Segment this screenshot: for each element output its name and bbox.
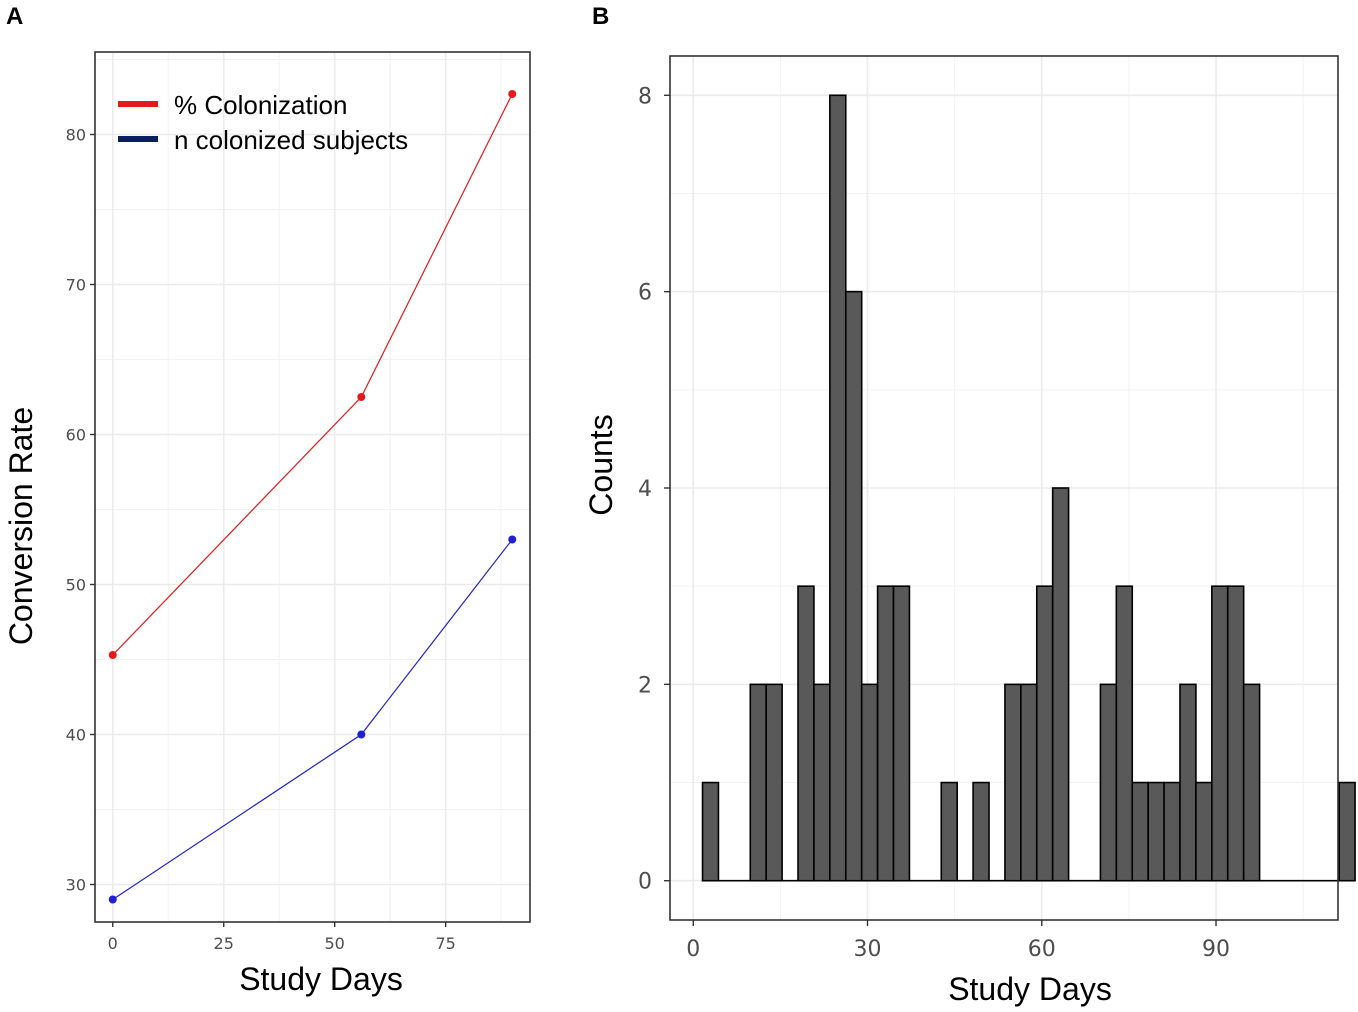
panel-b-bar: [1211, 585, 1229, 882]
panel-b-bar: [1338, 781, 1356, 882]
panel-b-bars: [701, 94, 1356, 882]
panel-a-legend-label: % Colonization: [174, 90, 347, 120]
panel-a-legend-label: n colonized subjects: [174, 125, 408, 155]
panel-b-bar: [1099, 683, 1118, 882]
panel-b-y-tick-label: 6: [638, 281, 652, 306]
panel-b-bar: [1035, 585, 1054, 882]
panel-a-x-tick-label: 75: [435, 934, 455, 953]
panel-a-y-tick-label: 60: [66, 426, 86, 445]
panel-a-data-point: [108, 895, 117, 904]
panel-b-x-tick-label: 0: [686, 937, 700, 962]
panel-b-bar: [1226, 585, 1245, 882]
panel-b-bar: [1020, 683, 1038, 882]
panel-b-y-tick-label: 0: [638, 870, 652, 895]
panel-a-data-point: [508, 90, 517, 98]
panel-b-y-tick-label: 8: [638, 84, 652, 109]
panel-b-bar: [876, 585, 895, 882]
panel-b-histogram: 0 30 60 90 0 2 4 6 8 Study Days Counts: [583, 55, 1356, 1007]
panel-b-y-tick-label: 4: [638, 477, 652, 502]
panel-b-bar: [1051, 487, 1070, 882]
panel-b-letter: B: [592, 3, 609, 30]
panel-a-data-point: [508, 535, 517, 544]
panel-b-bar: [860, 683, 879, 882]
panel-b-bar: [1004, 683, 1022, 882]
panel-b-bar: [765, 683, 783, 882]
panel-a-data-point: [108, 651, 117, 659]
panel-a-series-line-1: [112, 93, 513, 656]
panel-a-series: [108, 90, 517, 904]
panel-a-line-chart: % Colonization n colonized subjects 0 25 50…: [3, 51, 531, 997]
panel-b-bar: [1163, 781, 1181, 882]
panel-b-bar: [813, 683, 831, 882]
panel-b-bar: [892, 585, 911, 882]
panel-a-x-tick-label: 25: [214, 934, 234, 953]
panel-b-bar: [1147, 781, 1165, 882]
panel-a-x-tick-label: 0: [108, 934, 118, 953]
panel-b-bar: [972, 781, 990, 882]
panel-a-data-point: [357, 730, 366, 739]
panel-b-y-tick-label: 2: [638, 673, 652, 698]
panel-b-x-tick-label: 60: [1028, 937, 1056, 962]
panel-b-x-axis-title: Study Days: [948, 971, 1112, 1007]
panel-b-bar: [701, 781, 720, 882]
panel-a-axes: 0 25 50 75 30 40 50 60 70 80: [66, 51, 531, 953]
panel-b-axes: 0 30 60 90 0 2 4 6 8: [638, 55, 1339, 962]
panel-a-y-tick-label: 50: [66, 576, 86, 595]
panel-a-x-tick-label: 50: [325, 934, 345, 953]
panel-b-bar: [940, 781, 958, 882]
panel-b-bar: [829, 94, 847, 882]
panel-b-bar: [844, 290, 863, 882]
panel-a-plot-frame: [94, 51, 531, 923]
panel-b-bar: [797, 585, 815, 882]
panel-a-y-tick-label: 30: [66, 876, 86, 895]
panel-b-bar: [1131, 781, 1149, 882]
panel-a-legend-swatch: [118, 101, 158, 107]
panel-b-bar: [749, 683, 767, 882]
panel-a-grid: [95, 52, 530, 922]
panel-a-legend: % Colonization n colonized subjects: [118, 90, 408, 155]
panel-b-bar: [1195, 781, 1213, 882]
panel-a-x-axis-title: Study Days: [239, 961, 403, 997]
panel-b-x-tick-label: 90: [1202, 937, 1230, 962]
panel-a-y-tick-label: 70: [66, 276, 86, 295]
panel-b-bar: [1115, 585, 1134, 882]
panel-a-y-tick-label: 40: [66, 726, 86, 745]
panel-a-legend-swatch: [118, 136, 158, 142]
panel-b-x-tick-label: 30: [853, 937, 881, 962]
panel-b-bar: [1179, 683, 1197, 882]
panel-b-y-axis-title: Counts: [583, 414, 619, 515]
panel-a-letter: A: [6, 3, 23, 30]
panel-a-y-axis-title: Conversion Rate: [3, 407, 39, 645]
panel-a-data-point: [357, 393, 366, 401]
panel-a-y-tick-label: 80: [66, 126, 86, 145]
panel-b-bar: [1242, 683, 1261, 882]
